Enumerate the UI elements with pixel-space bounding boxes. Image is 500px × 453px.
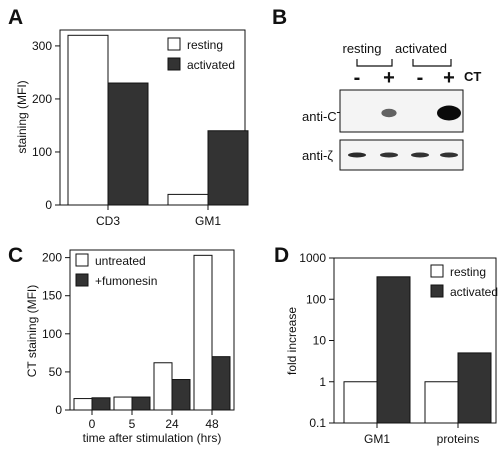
panel-label-d: D bbox=[274, 244, 289, 267]
blot-band-anti-zeta-lane-1 bbox=[348, 152, 366, 158]
blot-ct-label: CT bbox=[464, 69, 481, 84]
panel-a-frame bbox=[59, 29, 246, 206]
c-bar-5-fumonesin bbox=[131, 396, 151, 411]
a-bar-gm1-resting bbox=[167, 193, 209, 206]
blot-band-anti-zeta-lane-3 bbox=[411, 152, 429, 158]
d-ytick-label: 0.1 bbox=[309, 416, 326, 430]
a-bar-cd3-resting bbox=[67, 34, 109, 206]
c-xtick-label-24: 24 bbox=[165, 417, 179, 431]
d-legend-swatch-resting bbox=[430, 264, 444, 278]
a-legend-swatch-resting bbox=[167, 37, 181, 51]
c-xtick-label-0: 0 bbox=[89, 417, 96, 431]
d-bar-proteins-activated bbox=[457, 352, 492, 424]
c-bar-48-fumonesin bbox=[211, 356, 231, 411]
c-ytick-label: 200 bbox=[42, 251, 62, 265]
blot-bracket-activated bbox=[412, 59, 452, 67]
c-xtick-label-5: 5 bbox=[129, 417, 136, 431]
blot-band-anti-zeta-lane-4 bbox=[440, 152, 458, 158]
a-xtick-label-cd3: CD3 bbox=[96, 214, 120, 228]
a-ytick-label: 200 bbox=[32, 92, 52, 106]
blot-group-label-activated: activated bbox=[395, 41, 447, 56]
a-legend-label-activated: activated bbox=[187, 58, 235, 72]
d-ytick-label: 10 bbox=[313, 334, 327, 348]
a-bar-gm1-activated bbox=[207, 130, 249, 206]
blot-band-anti-ct-lane-2 bbox=[381, 108, 397, 118]
c-ytick-label: 100 bbox=[42, 327, 62, 341]
c-ytick-label: 150 bbox=[42, 289, 62, 303]
c-bar-48-untreated bbox=[193, 254, 213, 411]
panel-c-ylabel: CT staining (MFI) bbox=[25, 285, 39, 377]
a-legend-swatch-activated bbox=[167, 57, 181, 71]
a-bar-cd3-activated bbox=[107, 82, 149, 206]
panel-c-chart: CT staining (MFI) time after stimulation… bbox=[25, 249, 235, 445]
d-bar-proteins-resting bbox=[424, 381, 459, 424]
blot-band-anti-zeta-lane-2 bbox=[380, 152, 398, 158]
d-legend-label-resting: resting bbox=[450, 265, 486, 279]
c-legend-label-untreated: untreated bbox=[95, 254, 146, 268]
panel-label-b: B bbox=[272, 6, 287, 29]
d-ytick-label: 1 bbox=[319, 375, 326, 389]
blot-row-label-anti-ct: anti-CT bbox=[302, 109, 345, 124]
a-legend-label-resting: resting bbox=[187, 38, 223, 52]
blot-group-label-resting: resting bbox=[342, 41, 381, 56]
c-ytick-label: 0 bbox=[55, 403, 62, 417]
panel-c-xlabel: time after stimulation (hrs) bbox=[83, 431, 222, 445]
blot-row-label-anti-zeta: anti-ζ bbox=[302, 148, 333, 163]
panel-b-blot: resting activated - + - + CT anti-CT ant… bbox=[302, 41, 481, 171]
d-ytick-label: 100 bbox=[306, 292, 326, 306]
panel-c-frame bbox=[69, 249, 235, 411]
lane-sign-2: + bbox=[383, 67, 395, 89]
lane-sign-4: + bbox=[443, 67, 455, 89]
a-ytick-label: 0 bbox=[45, 198, 52, 212]
d-legend-label-activated: activated bbox=[450, 285, 498, 299]
c-bar-24-untreated bbox=[153, 362, 173, 411]
panel-label-a: A bbox=[8, 6, 23, 29]
d-ytick-label: 1000 bbox=[299, 251, 326, 265]
a-ytick-label: 300 bbox=[32, 39, 52, 53]
d-bar-gm1-activated bbox=[376, 276, 411, 424]
c-bar-24-fumonesin bbox=[171, 379, 191, 411]
lane-sign-1: - bbox=[354, 67, 361, 89]
panel-label-c: C bbox=[8, 244, 23, 267]
d-legend-swatch-activated bbox=[430, 284, 444, 298]
lane-sign-3: - bbox=[417, 67, 424, 89]
c-legend-swatch-untreated bbox=[75, 253, 89, 267]
panel-d-ylabel: fold increase bbox=[285, 307, 299, 375]
d-xtick-label-proteins: proteins bbox=[437, 432, 480, 446]
panel-a-chart: staining (MFI) 0 100 200 300 CD3 GM1 resting… bbox=[15, 29, 249, 228]
a-xtick-label-gm1: GM1 bbox=[195, 214, 221, 228]
c-legend-swatch-fumonesin bbox=[75, 273, 89, 287]
panel-a-ylabel: staining (MFI) bbox=[15, 80, 29, 153]
a-ytick-label: 100 bbox=[32, 145, 52, 159]
c-bar-0-untreated bbox=[73, 398, 93, 411]
d-xtick-label-gm1: GM1 bbox=[364, 432, 390, 446]
d-bar-gm1-resting bbox=[343, 381, 378, 424]
c-ytick-label: 50 bbox=[49, 365, 63, 379]
c-legend-label-fumonesin: +fumonesin bbox=[95, 274, 157, 288]
c-xtick-label-48: 48 bbox=[205, 417, 219, 431]
blot-bracket-resting bbox=[356, 59, 393, 67]
blot-band-anti-ct-lane-4 bbox=[437, 105, 461, 121]
c-bar-0-fumonesin bbox=[91, 397, 111, 411]
c-bar-5-untreated bbox=[113, 396, 133, 411]
